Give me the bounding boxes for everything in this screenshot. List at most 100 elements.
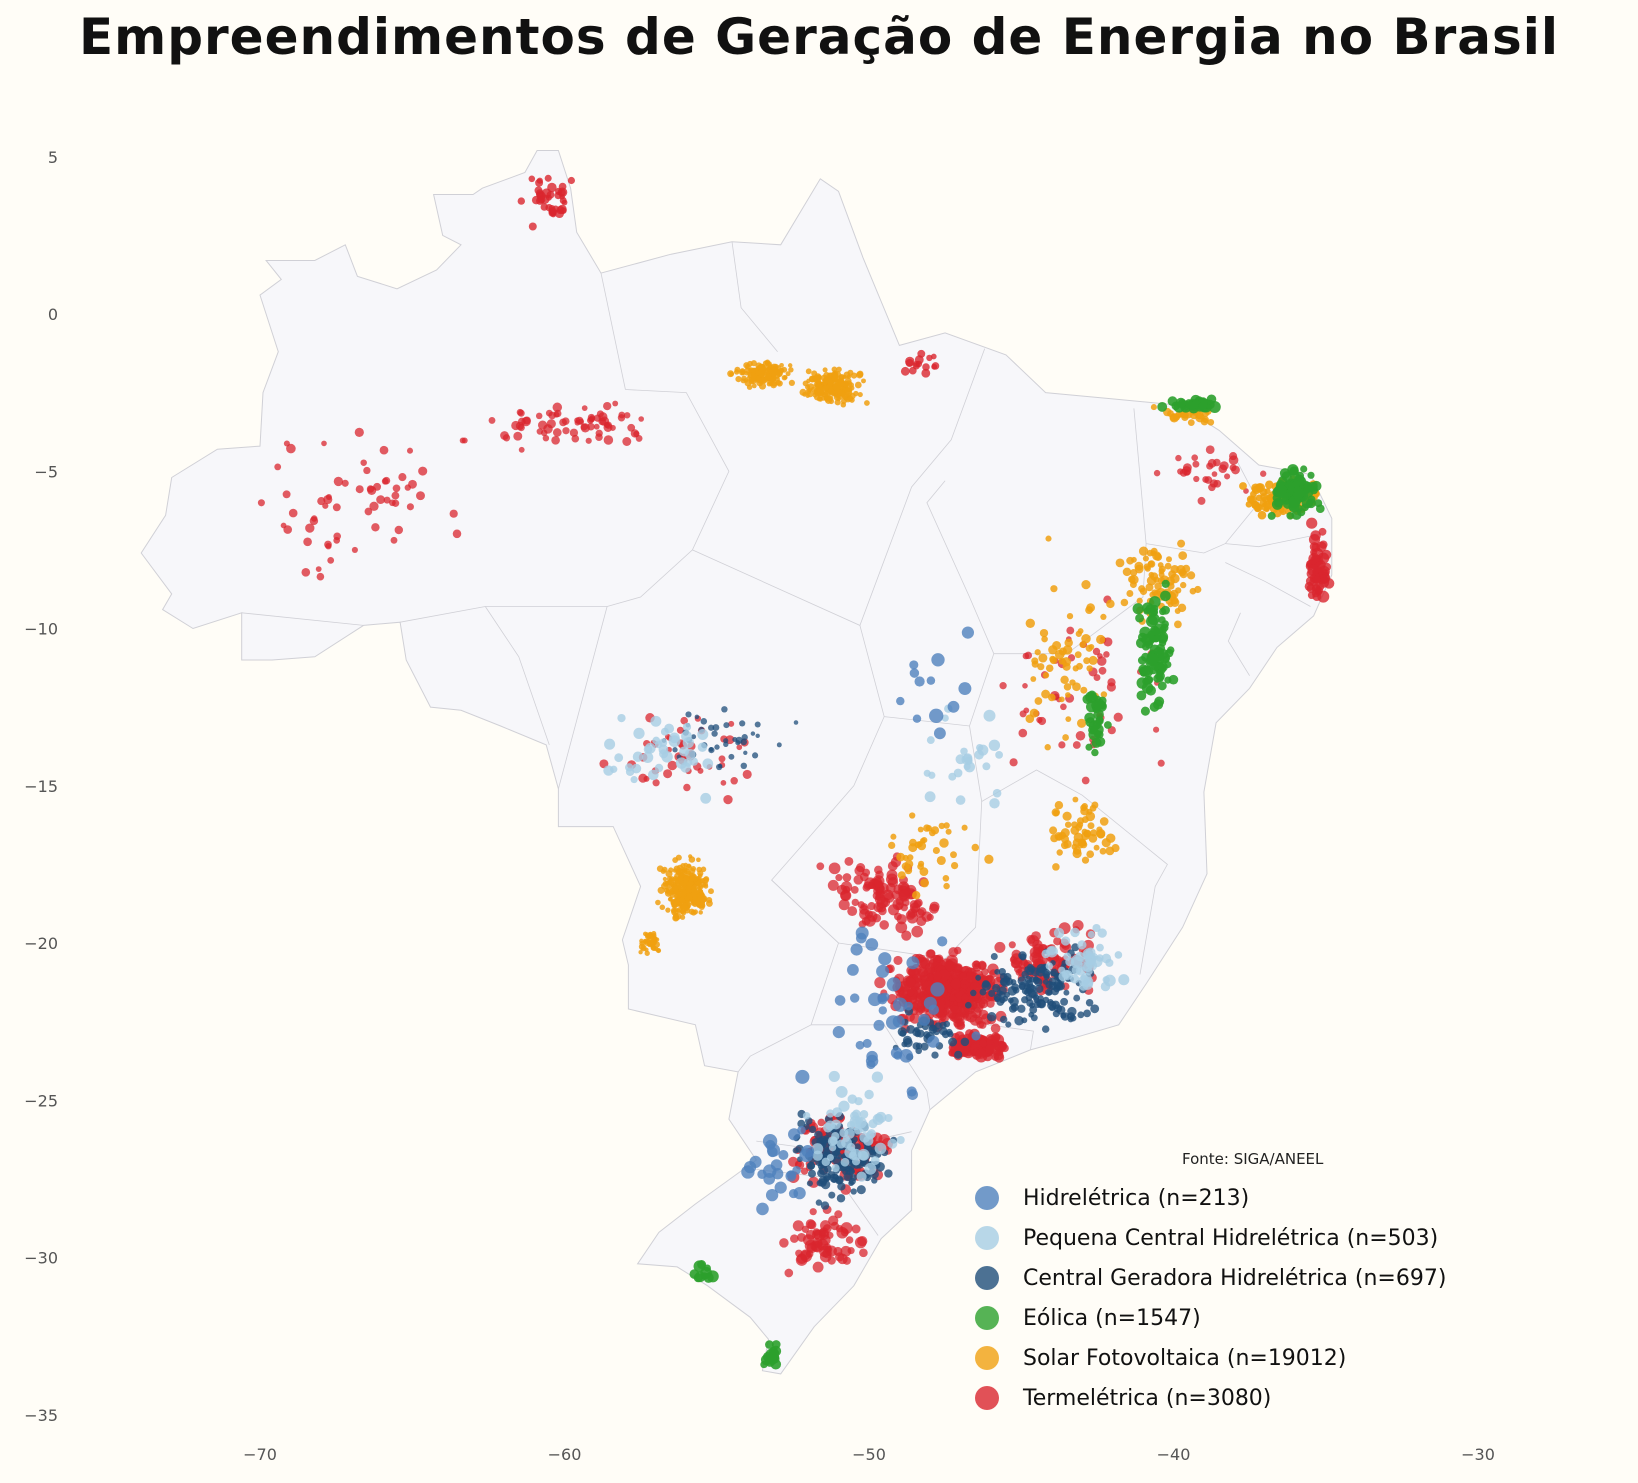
- plant-point-ter: [1306, 569, 1317, 579]
- plant-point-sol: [686, 893, 693, 900]
- plant-point-cgh: [923, 1031, 931, 1039]
- plant-point-sol: [1100, 691, 1108, 698]
- plant-point-ter: [876, 896, 889, 909]
- plant-point-pch: [1045, 962, 1053, 970]
- plant-point-pch: [924, 791, 936, 803]
- plant-point-sol: [672, 857, 679, 864]
- plant-point-sol: [1086, 850, 1095, 859]
- plant-point-eol: [771, 1340, 781, 1349]
- plant-point-eol: [1095, 730, 1104, 739]
- plant-point-eol: [1093, 698, 1105, 710]
- plant-point-hid: [865, 938, 879, 951]
- plant-point-sol: [815, 389, 822, 396]
- plant-point-sol: [939, 838, 949, 848]
- plant-point-sol: [1074, 651, 1082, 659]
- plant-point-cgh: [752, 752, 759, 759]
- plant-point-pch: [1097, 928, 1107, 938]
- plant-point-eol: [765, 1340, 774, 1349]
- plant-point-hid: [795, 1069, 810, 1084]
- plant-point-eol: [1160, 590, 1171, 602]
- plant-point-ter: [909, 900, 919, 909]
- chart-title: Empreendimentos de Geração de Energia no…: [78, 8, 1560, 66]
- plant-point-cgh: [954, 1050, 963, 1059]
- plant-point-pch: [1075, 965, 1086, 976]
- plant-point-ter: [1318, 527, 1327, 536]
- plant-point-ter: [979, 1039, 987, 1048]
- plant-point-sol: [822, 379, 828, 386]
- state-border: [1225, 562, 1311, 607]
- plant-point-ter: [580, 423, 588, 431]
- plant-point-ter: [552, 428, 562, 437]
- source-note: Fonte: SIGA/ANEEL: [1182, 1150, 1324, 1168]
- plant-point-ter: [595, 433, 603, 441]
- plant-point-sol: [1105, 833, 1116, 843]
- plant-point-ter: [1191, 454, 1199, 462]
- plant-point-eol: [1286, 511, 1295, 520]
- plant-point-pch: [697, 729, 709, 740]
- plant-point-pch: [982, 762, 991, 771]
- plant-point-pch: [1102, 976, 1110, 984]
- plant-point-pch: [630, 776, 638, 784]
- plant-point-ter: [959, 1005, 970, 1017]
- plant-point-ter: [1309, 542, 1319, 552]
- plant-point-sol: [1257, 510, 1267, 520]
- plant-point-ter: [332, 503, 341, 512]
- plant-point-sol: [680, 868, 686, 874]
- plant-point-cgh: [797, 1119, 806, 1128]
- plant-point-cgh: [735, 740, 741, 746]
- plant-point-sol: [1166, 556, 1172, 563]
- plant-point-ter: [391, 499, 400, 507]
- plant-point-ter: [552, 402, 563, 413]
- plant-point-pch: [864, 1089, 874, 1100]
- plant-point-ter: [1323, 562, 1332, 571]
- plant-point-sol: [700, 866, 707, 873]
- x-tick-label: −60: [548, 1445, 582, 1464]
- plant-point-ter: [354, 427, 364, 438]
- x-tick-label: −70: [243, 1445, 277, 1464]
- plant-point-hid: [878, 1006, 888, 1015]
- plant-point-pch: [871, 1071, 884, 1083]
- plant-point-cgh: [755, 733, 760, 739]
- plant-point-sol: [1120, 598, 1129, 607]
- plant-point-eol: [693, 1260, 706, 1273]
- plant-point-eol: [1157, 401, 1168, 412]
- plant-point-pch: [1053, 927, 1065, 939]
- plant-point-sol: [843, 396, 849, 401]
- plant-point-ter: [383, 496, 391, 504]
- plant-point-sol: [1038, 653, 1048, 663]
- plant-point-ter: [622, 437, 632, 446]
- plant-point-ter: [985, 1044, 996, 1055]
- plant-point-eol: [1208, 401, 1221, 413]
- plant-point-sol: [1115, 558, 1125, 568]
- plant-point-ter: [801, 1225, 810, 1233]
- plant-point-sol: [748, 368, 753, 373]
- plant-point-sol: [1136, 597, 1143, 604]
- plant-point-sol: [1128, 575, 1136, 584]
- plant-point-sol: [1143, 563, 1151, 571]
- plant-point-ter: [819, 1234, 831, 1246]
- plant-point-sol: [670, 900, 677, 907]
- plant-point-sol: [814, 394, 820, 401]
- land-layer: [140, 150, 1333, 1375]
- plant-point-ter: [827, 1256, 836, 1265]
- plant-point-cgh: [1063, 989, 1070, 996]
- plant-point-ter: [391, 491, 400, 500]
- plant-point-cgh: [806, 1161, 815, 1170]
- legend-label: Eólica (n=1547): [1023, 1305, 1201, 1331]
- plant-point-hid: [799, 1148, 814, 1163]
- plant-point-ter: [680, 716, 689, 725]
- plant-point-sol: [788, 379, 795, 386]
- plant-point-ter: [847, 1247, 855, 1255]
- plant-point-cgh: [717, 763, 723, 769]
- plant-point-cgh: [992, 984, 1001, 993]
- plant-point-ter: [363, 466, 371, 475]
- plant-point-eol: [1141, 682, 1154, 694]
- plant-point-eol: [1085, 691, 1097, 703]
- plant-point-ter: [536, 428, 544, 435]
- plant-point-eol: [1192, 399, 1200, 407]
- plant-point-ter: [1053, 937, 1062, 946]
- plant-point-hid: [778, 1149, 789, 1161]
- plant-point-ter: [959, 972, 967, 980]
- plant-point-ter: [828, 862, 841, 875]
- plant-point-sol: [1088, 644, 1095, 650]
